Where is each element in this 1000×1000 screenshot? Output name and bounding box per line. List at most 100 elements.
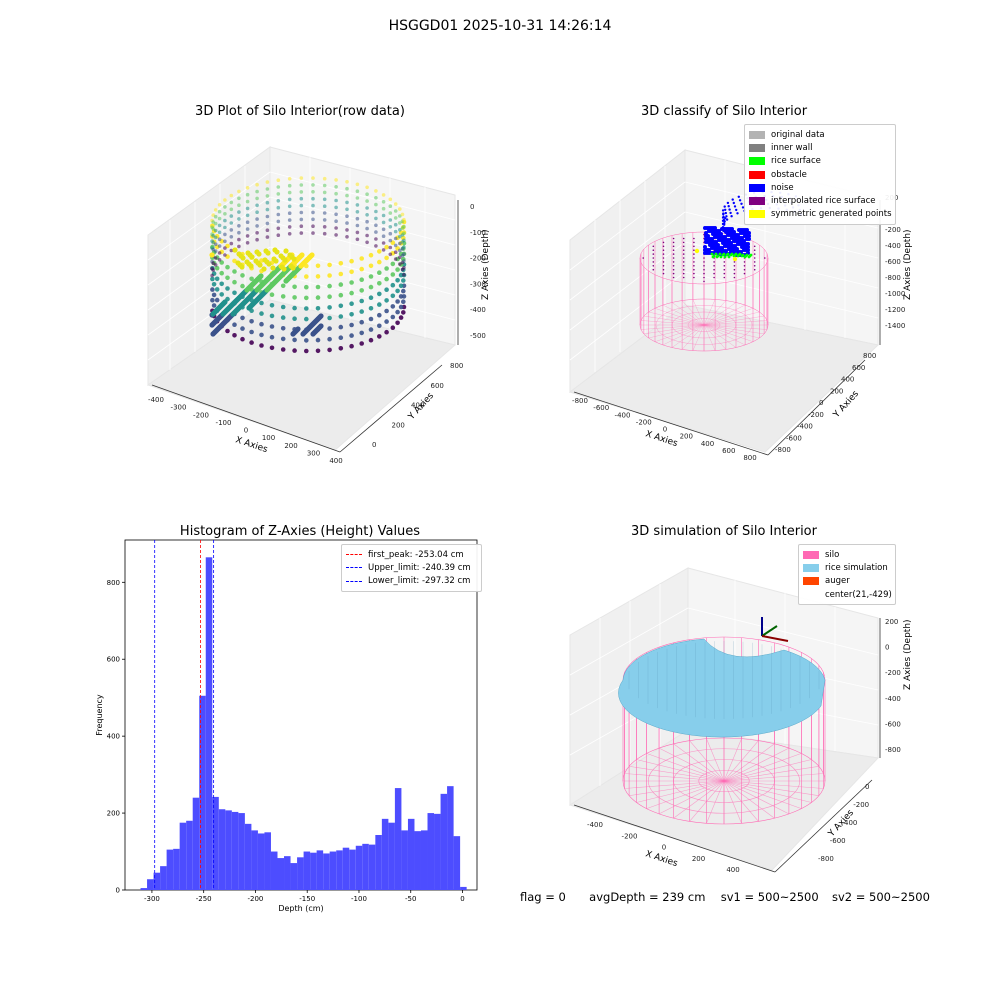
plot2-legend-label: original data [771,129,825,140]
histogram-bar [166,849,174,890]
plot1-y-tick: 800 [450,362,463,370]
plot4-z-tick: 200 [885,618,898,626]
histogram-bar [407,818,415,890]
plot2-legend-entry: original data [749,128,891,141]
plot1-y-tick: 0 [372,441,376,449]
plot3-legend-label: first_peak: -253.04 cm [368,549,464,560]
plot2-legend-swatch [749,210,765,219]
plot2-floor-pane [568,304,880,453]
plot2-z-tick: -1000 [885,290,905,298]
histogram-bar [329,851,337,890]
plot4-title: 3D simulation of Silo Interior [631,524,817,539]
plot4-z-tick: -400 [885,695,901,703]
histogram-bar [284,856,291,890]
plot3-legend-label: Lower_limit: -297.32 cm [368,576,471,587]
plot1-z-tick-labels: 0 -100 -200 -300 -400 -500 [470,203,486,340]
plot2-3d-axes: -800 -600 -400 -200 0 200 400 600 800 -800 -600 -4… [568,148,913,462]
histogram-bar [440,793,448,890]
histogram-bar [290,863,298,890]
histogram-bar [238,813,245,890]
plot3-legend-line [346,580,362,582]
plot3-y-tick: 0 [116,887,120,895]
plot4-legend-label: rice simulation [825,562,888,573]
plot3-legend-entry: Lower_limit: -297.32 cm [346,575,477,588]
footer-sv1: sv1 = 500~2500 [720,890,819,904]
plot4-x-tick: 0 [662,844,666,852]
plot4-x-tick: -400 [587,821,603,829]
plot2-z-tick: -600 [885,258,901,266]
histogram-bar [336,850,343,890]
plot1-zlabel: Z Axies (Depth) [481,229,491,300]
plot3-xlabel: Depth (cm) [278,904,323,913]
plot3-x-tick: -250 [196,895,212,903]
plot3-legend-line [346,554,362,556]
plot1-x-tick: -100 [216,419,232,427]
plot2-y-tick: 0 [819,399,823,407]
plot2-legend-label: obstacle [771,169,807,180]
plot2-legend-label: rice surface [771,156,821,167]
histogram-bar [375,835,382,890]
plot2-z-tick: -200 [885,226,901,234]
plot4-z-tick-labels: -800 -600 -400 -200 0 200 [885,618,901,754]
plot3-x-tick: -300 [144,895,160,903]
plot1-z-tick: -300 [470,280,486,288]
plot2-y-tick: 600 [852,364,865,372]
histogram-bar [427,813,435,890]
plot4-legend-entry: auger [803,575,891,588]
plot2-y-tick: -200 [808,411,824,419]
plot1-x-tick: 400 [329,457,342,465]
plot1-y-tick: 600 [431,382,444,390]
plot2-legend: original data inner wall rice surface obsta… [744,124,896,226]
plot2-x-tick: -200 [636,418,652,426]
plot3-legend-entry: first_peak: -253.04 cm [346,548,477,561]
plot4-legend-label: center(21,-429) [825,589,892,600]
histogram-bar [355,845,363,890]
histogram-bar [342,847,350,890]
plot1-z-tick: -100 [470,229,486,237]
histogram-bar [316,850,324,890]
histogram-bar [310,852,317,890]
plot4-z-tick: 0 [885,644,889,652]
footer-avg-depth: avgDepth = 239 cm [589,890,706,904]
plot2-zlabel: Z Axies (Depth) [903,229,913,300]
plot2-legend-entry: rice surface [749,155,891,168]
plot1-z-tick: -400 [470,306,486,314]
plot2-y-tick-labels: -800 -600 -400 -200 0 200 400 600 800 [775,352,876,454]
plot4-zlabel: Z Axies (Depth) [903,619,913,690]
plot1-x-tick-labels: -400 -300 -200 -100 0 100 200 300 400 [148,396,343,465]
histogram-bar [460,886,467,890]
plot4-y-tick: 0 [865,783,869,791]
plot2-y-tick: -800 [775,446,791,454]
plot4-y-tick-labels: -800 -600 -400 -200 0 [818,783,869,863]
plot2-x-tick: -800 [572,397,588,405]
histogram-bar [362,843,369,890]
figure-suptitle: HSGGD01 2025-10-31 14:26:14 [388,18,612,34]
plot3-y-tick: 800 [107,579,120,587]
plot1-x-tick: 100 [262,434,275,442]
histogram-bar [349,849,356,890]
plot3-y-tick: 600 [107,656,120,664]
plot2-y-tick: 200 [830,387,843,395]
plot2-legend-label: noise [771,182,794,193]
plot4-y-tick: -600 [830,837,846,845]
histogram-bar [394,788,402,890]
plot3-ylabel: Frequency [95,694,104,736]
histogram-bar [420,830,428,890]
plot2-legend-swatch [749,197,765,206]
plot4-y-tick: -800 [818,855,834,863]
histogram-bar [147,879,154,890]
plot4-legend-swatch [803,577,819,586]
plot2-x-tick: 600 [722,447,735,455]
plot1-x-tick: -200 [193,411,209,419]
plot1-3d-axes: -400 -300 -200 -100 0 100 200 300 400 0 200 400 600… [146,146,491,465]
plot3-vlines [154,540,215,890]
plot4-legend-label: silo [825,549,840,560]
plot2-legend-swatch [749,130,765,139]
plot3-x-tick: 0 [460,895,464,903]
plot2-legend-entry: obstacle [749,168,891,181]
plot4-x-tick: -200 [622,832,638,840]
plot2-xlabel: X Axies [644,429,679,449]
plot2-legend-entry: inner wall [749,141,891,154]
histogram-bar [264,832,271,890]
histogram-bar [277,858,285,890]
